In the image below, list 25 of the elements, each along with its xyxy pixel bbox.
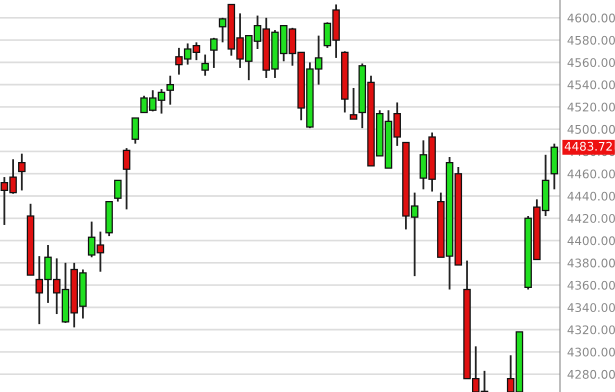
y-tick-label: 4600.00 <box>568 14 615 22</box>
y-tick-label: 4440.00 <box>568 192 615 201</box>
y-tick-label: 4500.00 <box>568 124 615 134</box>
candlestick <box>166 74 174 106</box>
candlestick <box>132 117 140 145</box>
y-tick-label: 4300.00 <box>568 348 615 357</box>
y-tick-label: 4580.00 <box>568 36 615 45</box>
candlestick <box>114 180 122 202</box>
y-tick-label: 4320.00 <box>568 325 615 334</box>
y-tick-label: 4560.00 <box>568 58 615 68</box>
candlestick <box>201 54 209 77</box>
candlestick <box>122 147 130 210</box>
y-tick-label: 4400.00 <box>568 236 615 246</box>
candlestick <box>18 152 26 192</box>
candlestick <box>210 36 218 69</box>
y-tick-label: 4460.00 <box>568 169 615 178</box>
y-tick-label: 4380.00 <box>568 258 615 268</box>
candlestick <box>350 87 358 120</box>
y-tick-label: 4420.00 <box>568 214 615 223</box>
y-tick-label: 4280.00 <box>568 370 615 379</box>
y-tick-label: 4540.00 <box>568 80 615 90</box>
y-tick-label: 4520.00 <box>568 102 615 112</box>
text: 4483.72 <box>564 142 612 151</box>
y-tick-label: 4340.00 <box>568 303 615 312</box>
y-tick-label: 4360.00 <box>568 280 615 290</box>
